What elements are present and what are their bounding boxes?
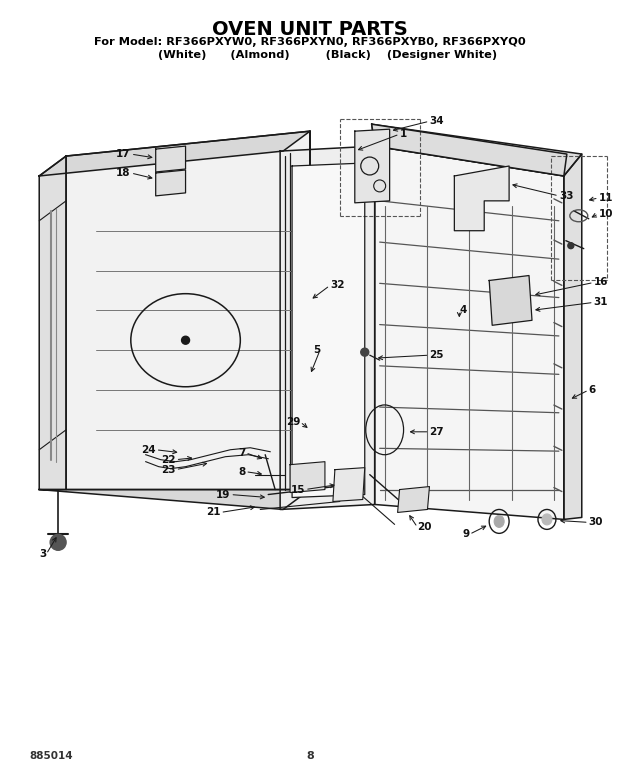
Circle shape [50, 534, 66, 550]
Text: 33: 33 [559, 191, 574, 201]
Polygon shape [372, 124, 582, 176]
Text: 8: 8 [238, 466, 246, 477]
Polygon shape [39, 156, 66, 490]
Polygon shape [280, 146, 374, 509]
Ellipse shape [542, 514, 552, 525]
Polygon shape [39, 490, 310, 509]
Text: 29: 29 [286, 417, 300, 427]
Polygon shape [333, 468, 365, 502]
Ellipse shape [494, 516, 504, 527]
Polygon shape [66, 131, 310, 490]
Polygon shape [290, 462, 325, 492]
Text: (White)      (Almond)         (Black)    (Designer White): (White) (Almond) (Black) (Designer White… [122, 50, 498, 59]
Text: 7: 7 [238, 448, 246, 458]
Circle shape [361, 348, 369, 356]
Text: 27: 27 [430, 427, 444, 437]
Text: 9: 9 [462, 530, 469, 539]
Text: 23: 23 [161, 465, 175, 475]
Polygon shape [355, 129, 389, 203]
Text: 17: 17 [116, 149, 131, 159]
Text: 5: 5 [312, 346, 320, 355]
Polygon shape [489, 275, 532, 325]
Polygon shape [454, 166, 509, 231]
Text: 10: 10 [599, 209, 613, 219]
Text: 11: 11 [599, 193, 613, 203]
Text: 19: 19 [216, 490, 231, 499]
Text: 34: 34 [430, 116, 444, 126]
Circle shape [568, 243, 574, 249]
Polygon shape [156, 170, 185, 196]
Text: 22: 22 [161, 455, 175, 465]
Text: 4: 4 [459, 305, 467, 315]
Text: 30: 30 [589, 517, 603, 527]
Text: OVEN UNIT PARTS: OVEN UNIT PARTS [212, 20, 408, 39]
Text: 15: 15 [291, 484, 305, 495]
Text: 31: 31 [594, 297, 608, 307]
Polygon shape [374, 146, 564, 519]
Text: 1: 1 [400, 129, 407, 139]
Text: 21: 21 [206, 508, 220, 517]
Text: 3: 3 [39, 549, 46, 559]
Polygon shape [292, 163, 365, 498]
Polygon shape [372, 124, 567, 176]
Polygon shape [39, 131, 310, 176]
Text: 6: 6 [589, 385, 596, 395]
Text: 8: 8 [306, 751, 314, 761]
Polygon shape [156, 146, 185, 172]
Text: 16: 16 [594, 278, 608, 288]
Text: 24: 24 [141, 445, 156, 455]
Text: 25: 25 [430, 350, 444, 360]
Text: 885014: 885014 [29, 751, 73, 761]
Text: For Model: RF366PXYW0, RF366PXYN0, RF366PXYB0, RF366PXYQ0: For Model: RF366PXYW0, RF366PXYN0, RF366… [94, 37, 526, 47]
Text: 32: 32 [330, 281, 345, 290]
Text: eReplacementParts.com: eReplacementParts.com [242, 445, 378, 455]
Polygon shape [564, 154, 582, 519]
Circle shape [182, 336, 190, 344]
Polygon shape [397, 487, 430, 512]
Text: 18: 18 [117, 168, 131, 178]
Text: 20: 20 [417, 523, 432, 533]
